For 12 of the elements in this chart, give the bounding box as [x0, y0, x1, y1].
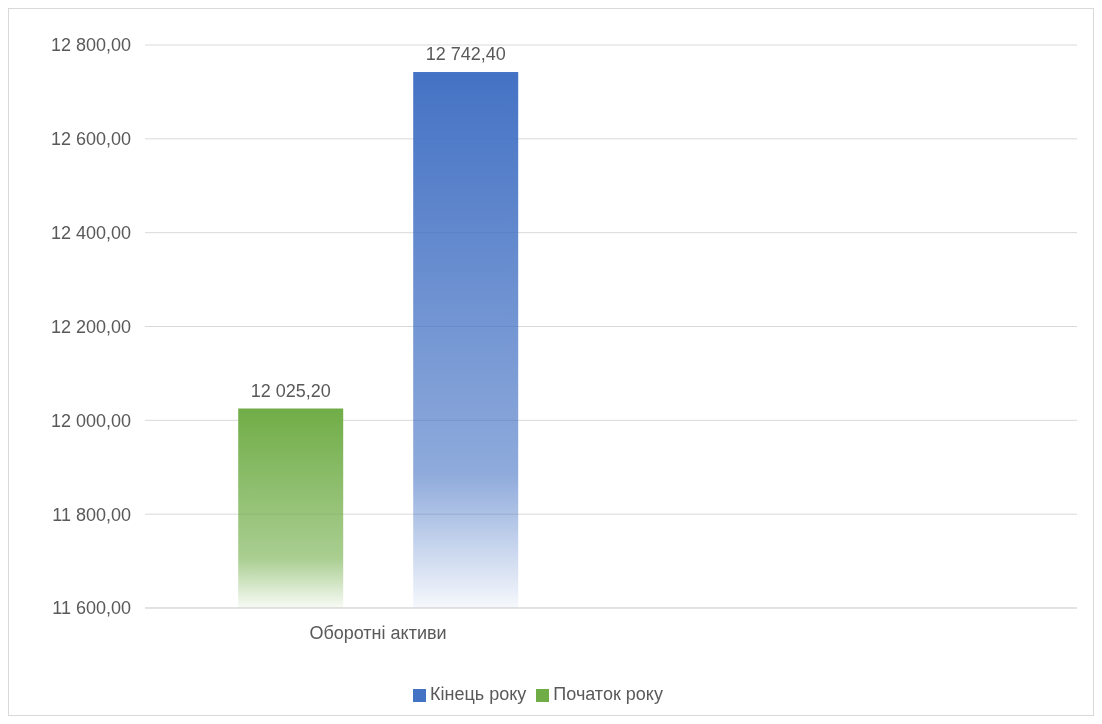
- y-tick-label: 11 600,00: [52, 598, 131, 619]
- legend-label: Початок року: [553, 684, 663, 704]
- x-tick-label: Оборотні активи: [309, 622, 447, 643]
- y-tick-label: 12 200,00: [50, 316, 131, 337]
- y-tick-label: 12 800,00: [50, 35, 131, 56]
- y-tick-label: 12 600,00: [50, 129, 131, 150]
- y-tick-label: 12 000,00: [50, 410, 131, 431]
- legend-label: Кінець року: [430, 684, 527, 704]
- y-tick-label: 11 800,00: [52, 504, 131, 525]
- y-tick-label: 12 400,00: [50, 223, 131, 244]
- data-label: 12 025,20: [250, 380, 331, 401]
- data-label: 12 742,40: [425, 44, 506, 65]
